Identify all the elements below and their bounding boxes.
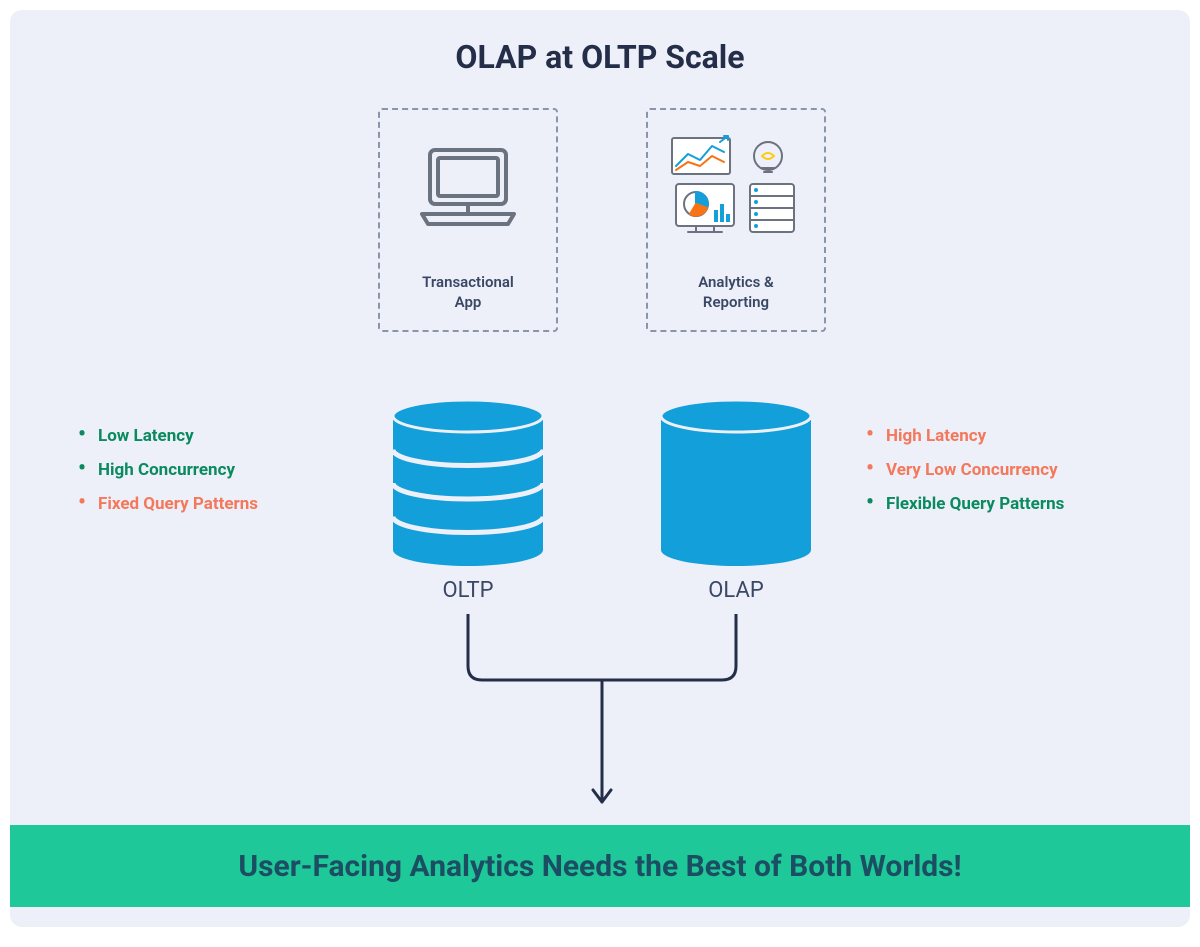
- olap-label: OLAP: [676, 578, 796, 603]
- analytics-reporting-box: Analytics & Reporting: [646, 108, 826, 332]
- transactional-app-box: Transactional App: [378, 108, 558, 332]
- transactional-app-label: Transactional App: [408, 273, 528, 312]
- olap-characteristics-list: High Latency Very Low Concurrency Flexible…: [866, 426, 1064, 528]
- bullet-item: Low Latency: [78, 426, 258, 446]
- bullet-item: Very Low Concurrency: [866, 460, 1064, 480]
- analytics-icon: [648, 110, 824, 273]
- diagram-title: OLAP at OLTP Scale: [10, 38, 1190, 76]
- oltp-characteristics-list: Low Latency High Concurrency Fixed Query P…: [78, 426, 258, 528]
- bullet-item: High Latency: [866, 426, 1064, 446]
- conclusion-text: User-Facing Analytics Needs the Best of …: [238, 849, 961, 884]
- conclusion-banner: User-Facing Analytics Needs the Best of …: [10, 825, 1190, 907]
- merge-connector: [448, 614, 756, 816]
- oltp-label: OLTP: [408, 578, 528, 603]
- olap-database-icon: [661, 400, 811, 550]
- diagram-canvas: OLAP at OLTP Scale Transactional App: [10, 10, 1190, 927]
- bullet-item: Flexible Query Patterns: [866, 494, 1064, 514]
- bullet-item: Fixed Query Patterns: [78, 494, 258, 514]
- laptop-icon: [380, 110, 556, 273]
- bullet-item: High Concurrency: [78, 460, 258, 480]
- oltp-database-icon: [393, 400, 543, 550]
- analytics-reporting-label: Analytics & Reporting: [676, 273, 796, 312]
